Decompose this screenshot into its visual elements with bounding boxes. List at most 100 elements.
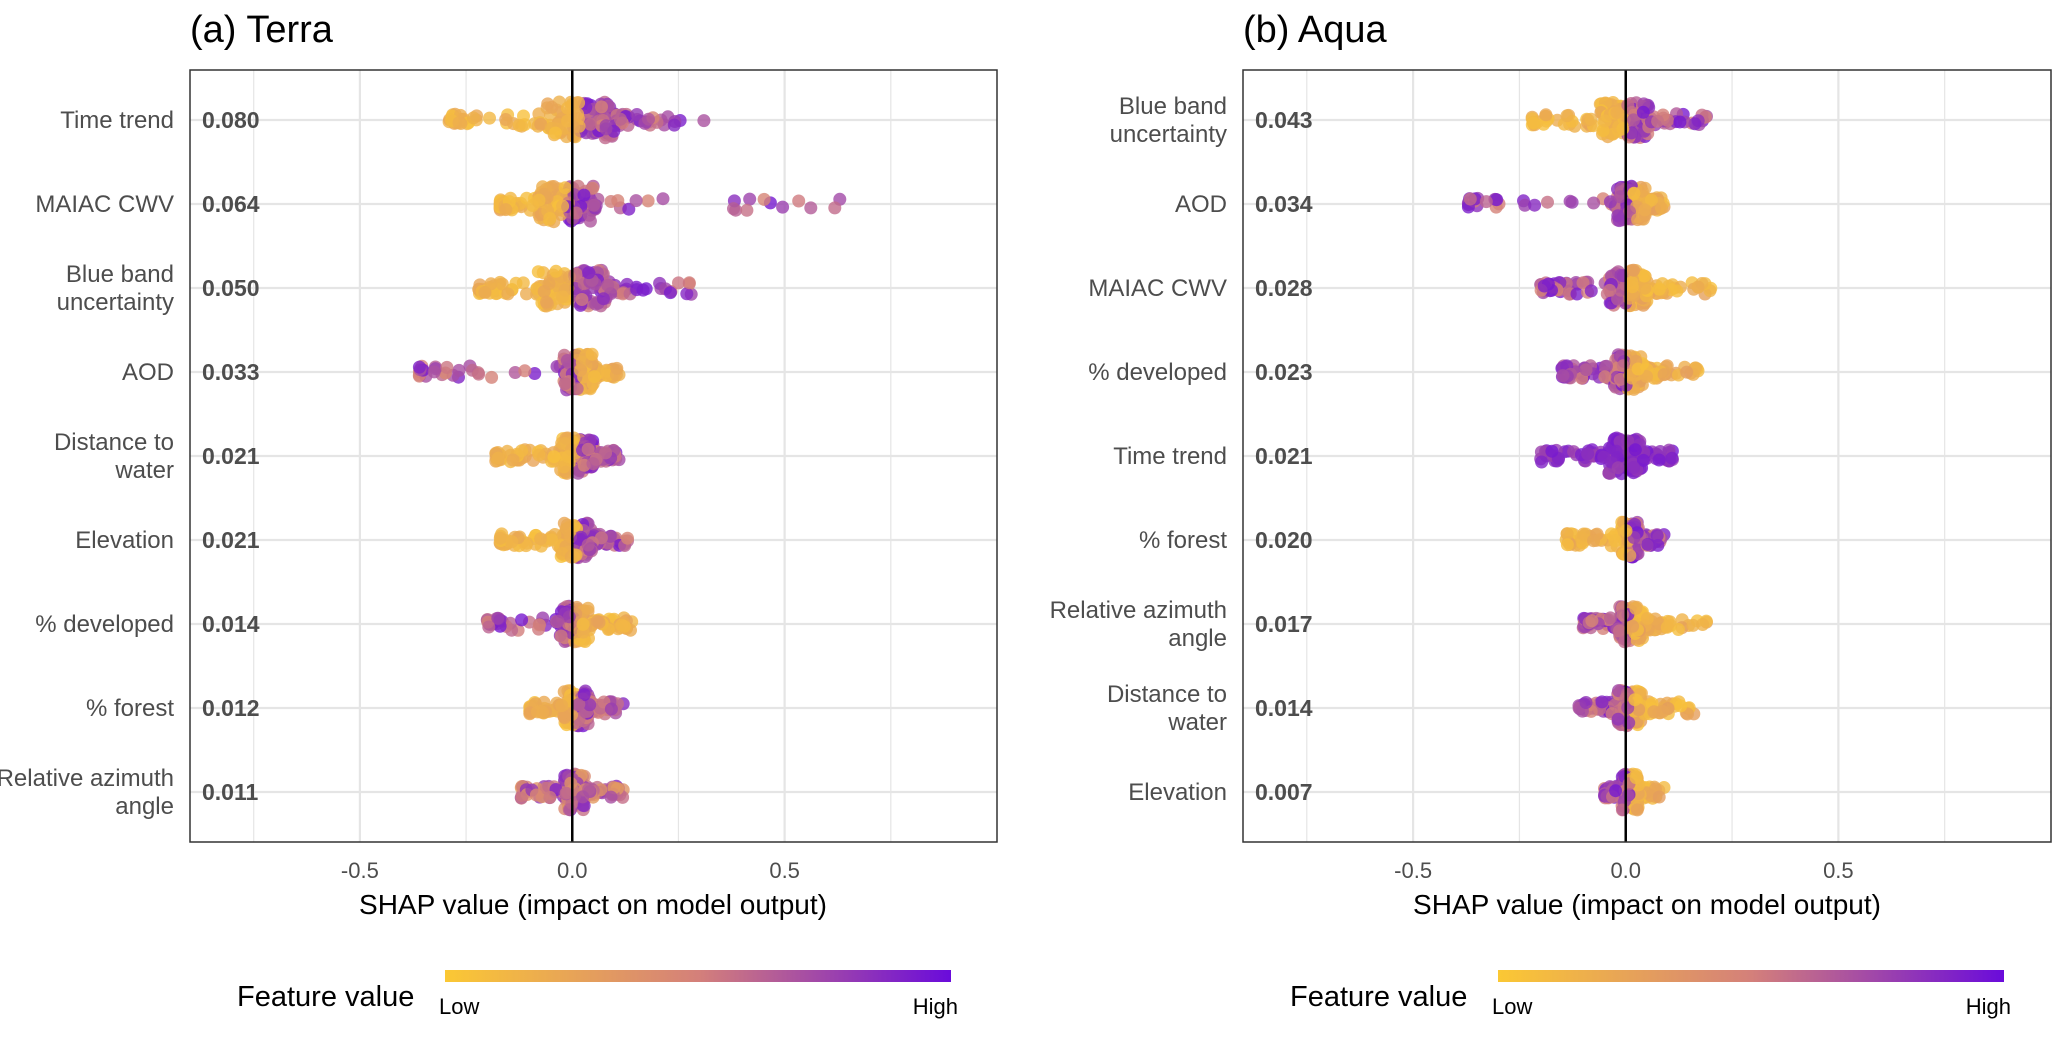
shap-point — [1651, 114, 1665, 128]
shap-point — [1621, 789, 1635, 803]
shap-point — [1535, 455, 1549, 469]
shap-point — [571, 698, 585, 712]
importance-value: 0.021 — [1255, 443, 1313, 469]
shap-point — [601, 623, 615, 636]
shap-point — [412, 360, 426, 374]
panel-terra: (a) Terra Time trend MAIAC CWV Blue band un… — [0, 9, 998, 1019]
shap-point — [596, 292, 610, 306]
shap-point — [534, 117, 548, 131]
shap-point — [585, 347, 599, 361]
shap-point — [629, 194, 643, 208]
x-tick-label: 0.0 — [1610, 858, 1641, 883]
shap-point — [599, 446, 613, 460]
shap-point — [440, 360, 454, 374]
feature-label: Time trend — [1113, 443, 1227, 470]
shap-point — [549, 264, 563, 278]
shap-point — [587, 370, 601, 384]
shap-point — [636, 283, 650, 297]
shap-point — [485, 370, 499, 384]
shap-point — [1616, 122, 1630, 136]
shap-point — [592, 615, 606, 629]
shap-point — [528, 367, 542, 380]
shap-point — [491, 611, 505, 625]
shap-point — [532, 618, 546, 632]
shap-point — [1638, 203, 1652, 217]
feature-label: Time trend — [60, 107, 174, 134]
shap-point — [1581, 447, 1595, 460]
importance-value: 0.020 — [1255, 527, 1313, 553]
shap-point — [1611, 712, 1625, 726]
colorbar — [1498, 970, 2004, 982]
feature-label: % forest — [86, 695, 174, 722]
shap-point — [1688, 117, 1702, 131]
shap-point — [512, 118, 526, 132]
importance-value: 0.028 — [1255, 275, 1313, 301]
shap-point — [515, 444, 529, 458]
shap-point — [1655, 201, 1668, 215]
shap-point — [804, 201, 818, 215]
x-tick-label: -0.5 — [341, 858, 379, 883]
shap-point — [1652, 453, 1666, 467]
shap-point — [613, 112, 627, 126]
shap-point — [1644, 193, 1658, 207]
importance-value: 0.034 — [1255, 191, 1313, 217]
shap-point — [1537, 279, 1551, 293]
shap-point — [610, 361, 624, 375]
shap-point — [1526, 116, 1540, 130]
x-axis-label: SHAP value (impact on model output) — [1413, 889, 1881, 920]
feature-label: Elevation — [1128, 779, 1227, 806]
shap-point — [1629, 601, 1643, 615]
shap-point — [1610, 106, 1624, 119]
shap-point — [564, 776, 578, 790]
colorbar — [445, 970, 951, 982]
shap-point — [1665, 451, 1679, 465]
importance-value: 0.021 — [202, 443, 260, 469]
grid-layer — [1243, 70, 2051, 842]
shap-point — [1608, 534, 1622, 548]
colorbar-title: Feature value — [1290, 981, 1467, 1013]
shap-point — [557, 460, 571, 474]
shap-point — [1579, 363, 1593, 377]
shap-point — [576, 617, 590, 631]
shap-point — [1691, 280, 1705, 294]
shap-point — [1612, 214, 1626, 228]
x-tick-label: 0.5 — [769, 858, 800, 883]
shap-point — [1671, 623, 1685, 636]
shap-point — [548, 126, 562, 140]
shap-point — [1595, 695, 1609, 709]
shap-point — [534, 532, 548, 546]
panel-title: (a) Terra — [190, 9, 334, 51]
feature-label: Blue band uncertainty — [1110, 93, 1227, 148]
shap-point — [572, 96, 586, 110]
shap-point — [1628, 693, 1642, 707]
shap-point — [611, 194, 625, 208]
shap-point — [559, 786, 573, 800]
shap-point — [672, 276, 685, 290]
feature-label: MAIAC CWV — [1088, 275, 1227, 302]
shap-point — [757, 192, 771, 206]
shap-point — [1584, 112, 1598, 126]
shap-point — [530, 705, 544, 719]
shap-point — [1696, 618, 1710, 631]
shap-point — [604, 790, 618, 804]
shap-point — [1528, 198, 1542, 212]
shap-point — [1631, 362, 1645, 376]
shap-point — [1614, 268, 1628, 282]
feature-labels: Blue band uncertainty AOD MAIAC CWV % develo… — [1050, 93, 1228, 806]
importance-labels: 0.043 0.034 0.028 0.023 0.021 0.020 0.017 0.014… — [1255, 107, 1313, 805]
shap-point — [1616, 608, 1630, 622]
shap-point — [489, 287, 503, 301]
shap-point — [558, 181, 572, 195]
shap-point — [520, 287, 533, 301]
shap-point — [491, 451, 505, 465]
shap-point — [642, 112, 655, 126]
shap-point — [482, 620, 496, 634]
shap-point — [515, 613, 529, 627]
shap-point — [1626, 263, 1640, 277]
shap-point — [543, 212, 557, 225]
shap-point — [554, 629, 568, 643]
shap-point — [560, 522, 574, 536]
shap-point — [1576, 276, 1590, 290]
shap-point — [1613, 190, 1627, 204]
